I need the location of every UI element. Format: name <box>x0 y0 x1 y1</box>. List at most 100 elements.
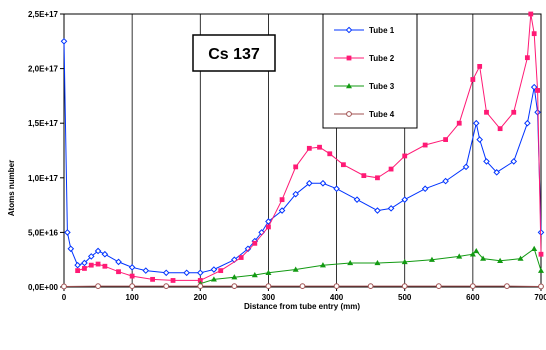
x-tick-label: 100 <box>125 293 139 302</box>
data-point <box>401 258 408 265</box>
data-point <box>387 205 395 212</box>
data-point <box>231 274 238 280</box>
data-point <box>82 266 87 271</box>
data-point <box>333 185 340 193</box>
data-point <box>292 190 299 198</box>
data-point <box>402 153 408 159</box>
series-4 <box>61 283 544 290</box>
data-point <box>473 247 480 254</box>
data-point <box>538 283 544 290</box>
legend-label: Tube 2 <box>369 54 395 63</box>
x-tick-label: 0 <box>62 293 67 302</box>
series-group <box>60 11 545 290</box>
data-point <box>88 262 94 268</box>
data-point <box>163 283 170 290</box>
legend-marker <box>346 111 352 117</box>
x-tick-label: 400 <box>330 293 344 302</box>
data-point <box>538 251 544 257</box>
data-point <box>401 196 409 203</box>
data-point <box>60 37 68 45</box>
data-point <box>162 269 170 277</box>
data-point <box>278 207 286 214</box>
data-point <box>74 261 81 269</box>
data-point <box>210 266 218 273</box>
data-point <box>95 283 101 290</box>
x-tick-label: 300 <box>262 293 276 302</box>
legend-marker <box>346 83 352 89</box>
y-tick-label: 0,0E+00 <box>28 283 59 292</box>
data-point <box>477 64 483 69</box>
legend-entry: Tube 3 <box>334 82 395 91</box>
data-point <box>493 169 501 176</box>
data-point <box>67 245 75 253</box>
data-point <box>251 271 258 278</box>
data-point <box>95 261 101 267</box>
data-point <box>306 179 313 187</box>
series-1 <box>60 37 545 277</box>
data-point <box>483 158 490 165</box>
legend: Tube 1 Tube 2 Tube 3 Tube 4 <box>322 13 418 129</box>
data-point <box>317 144 322 150</box>
data-point <box>422 142 428 148</box>
data-point <box>319 262 326 268</box>
data-point <box>293 164 299 170</box>
data-point <box>306 145 312 151</box>
data-point <box>530 83 538 91</box>
data-point <box>265 269 272 276</box>
grid <box>131 14 474 287</box>
data-point <box>265 283 272 290</box>
series-2 <box>75 11 544 283</box>
data-point <box>279 197 285 203</box>
x-axis: 0 100 200 300 400 500 600 700 <box>62 287 546 302</box>
y-axis: 0,0E+00 5,0E+16 1,0E+17 1,5E+17 2,0E+17 2,5E+… <box>28 10 64 292</box>
x-tick-label: 700 <box>534 293 546 302</box>
data-point <box>480 255 487 261</box>
x-tick-label: 500 <box>398 293 412 302</box>
data-point <box>353 196 361 203</box>
data-point <box>511 109 517 115</box>
legend-marker <box>346 55 352 61</box>
x-tick-label: 200 <box>194 293 208 302</box>
data-point <box>128 264 136 271</box>
data-point <box>340 162 346 168</box>
data-point <box>517 255 524 261</box>
legend-entry: Tube 1 <box>334 26 395 35</box>
data-point <box>531 245 538 251</box>
data-point <box>401 283 408 290</box>
data-point <box>428 256 435 262</box>
data-point <box>150 276 155 282</box>
y-tick-label: 1,5E+17 <box>28 119 59 128</box>
y-tick-label: 5,0E+16 <box>28 228 59 237</box>
data-point <box>75 268 81 274</box>
data-point <box>333 283 340 290</box>
data-point <box>524 119 531 127</box>
data-point <box>531 31 537 37</box>
data-point <box>388 166 394 172</box>
data-point <box>218 268 224 274</box>
legend-label: Tube 1 <box>369 26 395 35</box>
legend-entry: Tube 4 <box>334 110 395 119</box>
data-point <box>462 163 470 171</box>
data-point <box>61 283 67 290</box>
data-point <box>210 276 217 282</box>
data-point <box>538 267 544 273</box>
data-point <box>476 136 483 143</box>
data-point <box>524 55 530 61</box>
data-point <box>510 158 518 165</box>
data-point <box>528 11 534 17</box>
data-point <box>142 267 150 274</box>
data-point <box>504 283 510 290</box>
data-point <box>497 126 503 132</box>
data-point <box>102 263 108 269</box>
data-point <box>81 259 88 267</box>
data-point <box>196 269 204 277</box>
data-point <box>470 77 476 82</box>
data-point <box>183 269 190 277</box>
data-point <box>299 283 306 290</box>
data-point <box>115 258 122 266</box>
data-point <box>252 240 258 246</box>
data-point <box>456 253 463 259</box>
data-point <box>442 177 449 185</box>
data-point <box>535 88 540 93</box>
